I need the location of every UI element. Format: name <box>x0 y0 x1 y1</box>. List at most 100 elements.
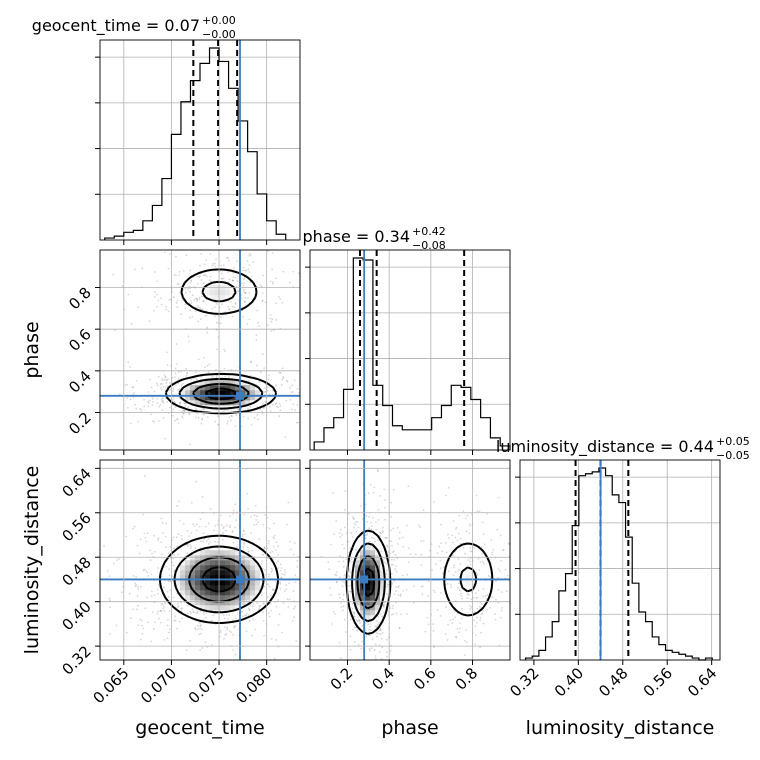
sample-point <box>194 310 197 313</box>
sample-point <box>343 526 346 529</box>
density-cell <box>375 580 381 586</box>
sample-point <box>391 544 393 547</box>
density-cell <box>360 570 366 576</box>
sample-point <box>245 269 248 272</box>
sample-point <box>467 559 470 561</box>
sample-point <box>475 494 478 497</box>
sample-point <box>152 397 154 400</box>
sample-point <box>271 252 274 254</box>
sample-point <box>153 390 156 393</box>
sample-point <box>474 625 477 628</box>
sample-point <box>232 649 234 651</box>
sample-point <box>244 292 247 294</box>
sample-point <box>207 538 210 541</box>
density-cell <box>255 575 261 581</box>
sample-point <box>147 621 150 624</box>
sample-point <box>211 264 214 267</box>
sample-point <box>228 308 231 311</box>
xlabel-luminosity-distance: luminosity_distance <box>526 717 715 739</box>
sample-point <box>178 402 181 404</box>
sample-point <box>433 500 436 503</box>
sample-point <box>171 398 174 401</box>
density-cell <box>195 380 201 386</box>
sample-point <box>277 554 280 556</box>
sample-point <box>268 527 271 530</box>
sample-point <box>340 606 343 609</box>
sample-point <box>461 597 463 600</box>
sample-point <box>199 264 201 267</box>
density-cell <box>465 580 471 586</box>
density-cell <box>215 590 221 596</box>
sample-point <box>379 494 382 497</box>
sample-point <box>294 409 296 412</box>
sample-point <box>257 521 260 524</box>
sample-point <box>129 398 132 401</box>
sample-point <box>398 584 400 587</box>
sample-point <box>449 583 452 586</box>
sample-point <box>178 270 181 273</box>
sample-point <box>227 271 229 273</box>
density-cell <box>465 575 471 581</box>
sample-point <box>463 654 466 656</box>
sample-point <box>198 298 201 301</box>
sample-point <box>272 589 275 592</box>
sample-point <box>163 251 166 254</box>
sample-point <box>183 401 186 404</box>
sample-point <box>405 588 408 591</box>
density-cell <box>255 395 261 401</box>
density-cell <box>185 575 191 581</box>
sample-point <box>252 603 255 605</box>
sample-point <box>407 561 410 564</box>
density-cell <box>225 290 231 296</box>
density-cell <box>195 570 201 576</box>
sample-point <box>369 667 371 669</box>
sample-point <box>234 625 237 627</box>
sample-point <box>261 292 264 295</box>
sample-point <box>482 533 485 536</box>
sample-point <box>149 399 152 402</box>
y-tick-label-luminosity_distance: 0.56 <box>58 509 94 545</box>
sample-point <box>275 581 277 583</box>
sample-point <box>323 595 325 597</box>
sample-point <box>220 514 222 517</box>
sample-point <box>270 637 273 640</box>
sample-point <box>190 302 193 305</box>
sample-point <box>235 519 237 522</box>
sample-point <box>378 632 381 635</box>
sample-point <box>263 547 266 550</box>
sample-point <box>271 569 274 572</box>
title-phase-minus: −0.08 <box>412 239 446 252</box>
sample-point <box>270 609 273 612</box>
sample-point <box>217 523 219 526</box>
sample-point <box>203 356 205 359</box>
sample-point <box>353 641 356 643</box>
sample-point <box>383 611 385 614</box>
sample-point <box>353 616 356 618</box>
sample-point <box>245 630 248 633</box>
sample-point <box>177 606 179 608</box>
sample-point <box>196 298 199 301</box>
sample-point <box>483 543 486 546</box>
sample-point <box>137 306 140 309</box>
sample-point <box>470 598 473 601</box>
sample-point <box>270 594 272 597</box>
sample-point <box>226 617 229 620</box>
sample-point <box>361 640 363 643</box>
density-cell <box>235 550 241 556</box>
sample-point <box>167 580 170 582</box>
sample-point <box>260 594 263 596</box>
sample-point <box>349 590 352 593</box>
sample-point <box>177 553 180 556</box>
sample-point <box>191 294 194 297</box>
density-cell <box>190 570 196 576</box>
sample-point <box>248 609 251 612</box>
sample-point <box>165 378 167 381</box>
sample-point <box>230 415 233 417</box>
sample-point <box>354 548 357 551</box>
sample-point <box>246 297 249 300</box>
sample-point <box>401 536 404 539</box>
sample-point <box>161 603 164 606</box>
sample-point <box>349 571 352 574</box>
sample-point <box>200 628 203 631</box>
sample-point <box>292 403 295 405</box>
